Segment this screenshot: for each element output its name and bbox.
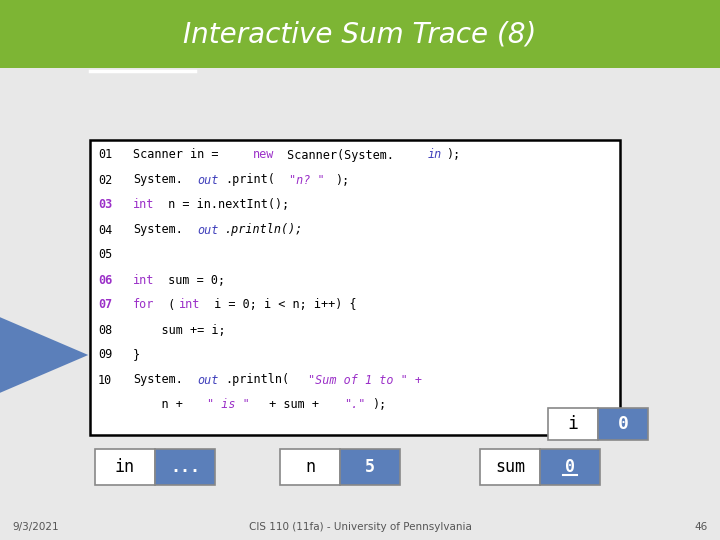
Text: sum = 0;: sum = 0; bbox=[161, 273, 225, 287]
Text: Scanner(System.: Scanner(System. bbox=[280, 148, 394, 161]
Text: System.: System. bbox=[133, 374, 183, 387]
FancyBboxPatch shape bbox=[95, 449, 155, 485]
Text: 03: 03 bbox=[98, 199, 112, 212]
Text: );: ); bbox=[336, 173, 349, 186]
Text: 07: 07 bbox=[98, 299, 112, 312]
Text: 10: 10 bbox=[98, 374, 112, 387]
FancyBboxPatch shape bbox=[540, 449, 600, 485]
FancyBboxPatch shape bbox=[598, 408, 648, 440]
Text: 04: 04 bbox=[98, 224, 112, 237]
Text: ".": "." bbox=[344, 399, 366, 411]
Text: System.: System. bbox=[133, 224, 183, 237]
Text: 08: 08 bbox=[98, 323, 112, 336]
Text: 5: 5 bbox=[365, 458, 375, 476]
Text: CIS 110 (11fa) - University of Pennsylvania: CIS 110 (11fa) - University of Pennsylva… bbox=[248, 522, 472, 532]
Text: new: new bbox=[253, 148, 274, 161]
Text: .println(: .println( bbox=[225, 374, 289, 387]
FancyBboxPatch shape bbox=[340, 449, 400, 485]
Text: in: in bbox=[115, 458, 135, 476]
Text: .println();: .println(); bbox=[225, 224, 303, 237]
Text: int: int bbox=[133, 199, 154, 212]
Text: out: out bbox=[197, 374, 219, 387]
Text: out: out bbox=[197, 224, 219, 237]
Text: sum: sum bbox=[495, 458, 525, 476]
Text: "n? ": "n? " bbox=[289, 173, 325, 186]
Text: 06: 06 bbox=[98, 273, 112, 287]
Text: 09: 09 bbox=[98, 348, 112, 361]
Text: i = 0; i < n; i++) {: i = 0; i < n; i++) { bbox=[207, 299, 356, 312]
Text: for: for bbox=[133, 299, 154, 312]
Text: );: ); bbox=[372, 399, 387, 411]
Text: 05: 05 bbox=[98, 248, 112, 261]
Text: i: i bbox=[567, 415, 578, 433]
FancyBboxPatch shape bbox=[0, 0, 720, 68]
Text: out: out bbox=[197, 173, 219, 186]
Text: sum += i;: sum += i; bbox=[133, 323, 225, 336]
Text: + sum +: + sum + bbox=[261, 399, 326, 411]
Text: 9/3/2021: 9/3/2021 bbox=[12, 522, 58, 532]
Text: 01: 01 bbox=[98, 148, 112, 161]
Text: Scanner in =: Scanner in = bbox=[133, 148, 225, 161]
Text: .print(: .print( bbox=[225, 173, 275, 186]
FancyBboxPatch shape bbox=[480, 449, 540, 485]
Text: (: ( bbox=[161, 299, 175, 312]
Text: "Sum of 1 to " +: "Sum of 1 to " + bbox=[307, 374, 422, 387]
Text: in: in bbox=[427, 148, 441, 161]
FancyBboxPatch shape bbox=[548, 408, 598, 440]
Text: 02: 02 bbox=[98, 173, 112, 186]
Text: " is ": " is " bbox=[207, 399, 249, 411]
Text: n +: n + bbox=[133, 399, 190, 411]
Text: Interactive Sum Trace (8): Interactive Sum Trace (8) bbox=[184, 20, 536, 48]
FancyBboxPatch shape bbox=[155, 449, 215, 485]
Text: ...: ... bbox=[170, 458, 200, 476]
Text: n = in.nextInt();: n = in.nextInt(); bbox=[161, 199, 289, 212]
Text: n: n bbox=[305, 458, 315, 476]
Text: 0: 0 bbox=[618, 415, 629, 433]
Text: 46: 46 bbox=[695, 522, 708, 532]
Text: }: } bbox=[133, 348, 140, 361]
Text: System.: System. bbox=[133, 173, 183, 186]
Text: 0: 0 bbox=[565, 458, 575, 476]
Text: int: int bbox=[179, 299, 200, 312]
FancyBboxPatch shape bbox=[90, 140, 620, 435]
FancyBboxPatch shape bbox=[280, 449, 340, 485]
Text: int: int bbox=[133, 273, 154, 287]
Text: );: ); bbox=[446, 148, 460, 161]
